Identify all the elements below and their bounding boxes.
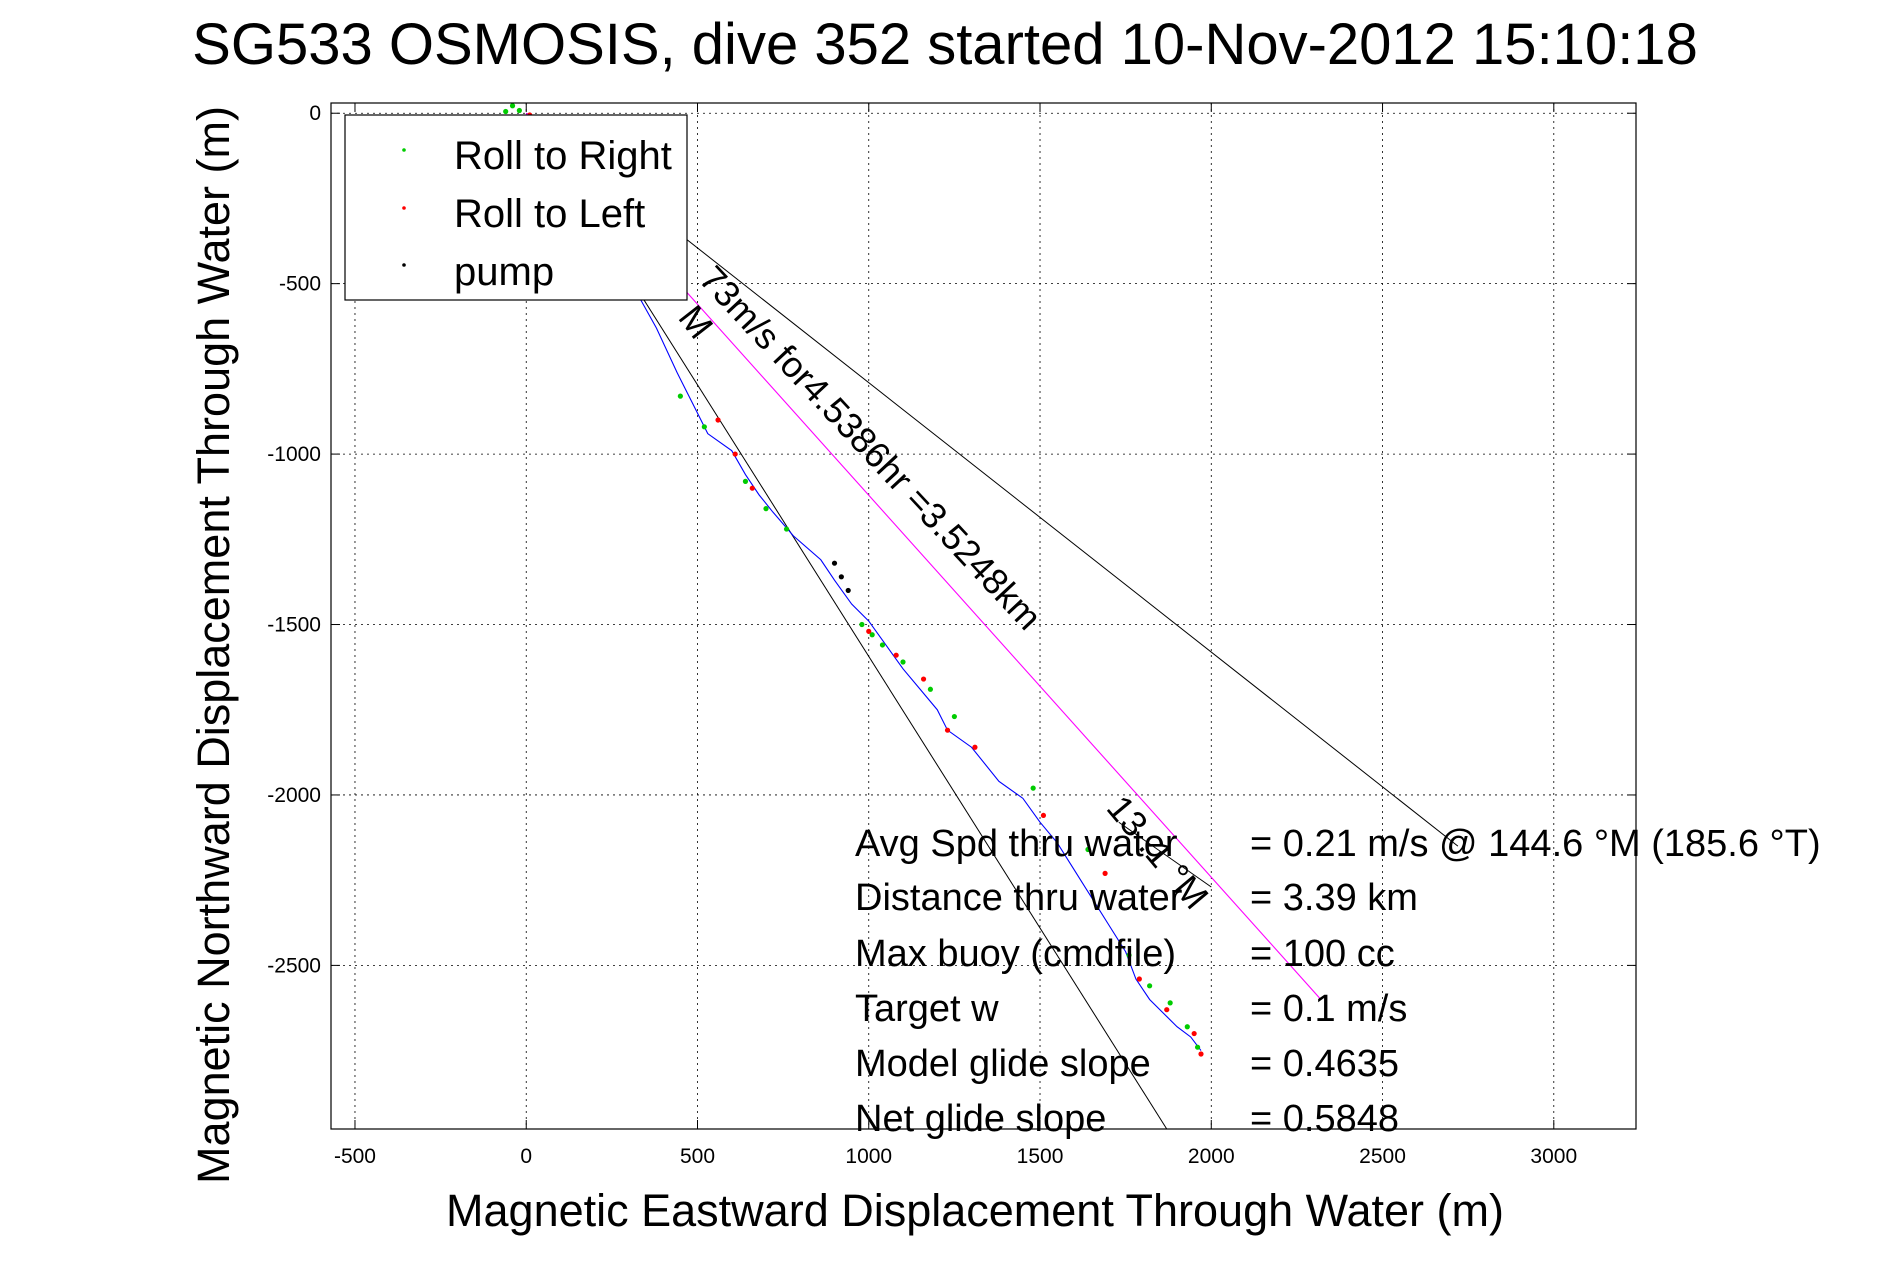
stat-label-distance: Distance thru water (855, 877, 1183, 919)
series-point-roll_left (920, 676, 927, 682)
series-point-roll_right (783, 526, 790, 532)
x-axis-ticks: -500 0 500 1000 1500 2000 2500 3000 (334, 103, 1577, 1168)
series-point-pump (845, 587, 851, 594)
dive-stats: Avg Spd thru water = 0.21 m/s @ 144.6 °M… (855, 823, 1821, 1140)
y-axis-label: Magnetic Northward Displacement Through … (188, 106, 239, 1184)
x-tick-label: 3000 (1530, 1145, 1577, 1168)
stat-label-model-glide: Model glide slope (855, 1043, 1151, 1085)
series-point-pump (838, 574, 844, 580)
x-tick-label: 1000 (845, 1145, 892, 1168)
series-point-roll_left (1136, 976, 1142, 982)
stat-label-avg-speed: Avg Spd thru water (855, 823, 1178, 865)
series-point-roll_right (503, 108, 509, 115)
x-tick-label: -500 (334, 1145, 376, 1168)
x-axis-label: Magnetic Eastward Displacement Through W… (446, 1185, 1504, 1236)
y-tick-label: 0 (309, 102, 321, 125)
legend-box (344, 114, 688, 301)
series-point-roll_right (1167, 1000, 1173, 1006)
series-point-roll_left (944, 727, 951, 733)
series-line-track (525, 112, 1202, 1051)
chart-title: SG533 OSMOSIS, dive 352 started 10-Nov-2… (192, 12, 1698, 77)
series-point-roll_right (1126, 952, 1132, 958)
series-point-roll_right (701, 424, 707, 430)
y-tick-label: -1500 (267, 614, 321, 637)
x-tick-label: 2500 (1359, 1145, 1406, 1168)
series-point-pump (831, 560, 838, 566)
series-point-roll_left (972, 744, 978, 750)
plot-frame (330, 102, 1637, 1130)
y-tick-label: -2500 (267, 954, 321, 977)
series-point-roll_right (927, 686, 934, 692)
series-point-roll_right (1184, 1024, 1190, 1030)
stat-value-target-w: = 0.1 m/s (1250, 988, 1407, 1030)
series-point-roll_right (1030, 785, 1036, 791)
stat-label-target-w: Target w (855, 988, 999, 1030)
series-point-roll_right (879, 642, 886, 648)
series-point-roll_left (1102, 870, 1108, 876)
x-tick-label: 2000 (1188, 1145, 1235, 1168)
legend-marker-roll-left (402, 206, 406, 210)
legend-marker-pump (402, 263, 406, 267)
series-point-roll_left (893, 652, 899, 658)
series-point-roll_right (1194, 1044, 1201, 1050)
series-point-roll_right (869, 632, 875, 638)
series-point-roll_right (859, 621, 865, 628)
series-point-roll_right (1085, 846, 1091, 853)
stat-value-avg-speed: = 0.21 m/s @ 144.6 °M (185.6 °T) (1250, 823, 1821, 865)
legend: Roll to Right Roll to Left pump (344, 114, 688, 301)
stat-value-model-glide: = 0.4635 (1250, 1043, 1399, 1085)
series-point-roll_right (677, 393, 683, 399)
series-point-roll_right (1147, 983, 1153, 989)
y-tick-label: -2000 (267, 784, 321, 807)
guide-line (1118, 821, 1212, 888)
legend-label-roll-right: Roll to Right (454, 134, 672, 178)
series-point-roll_right (951, 713, 957, 720)
y-tick-label: -500 (279, 273, 321, 296)
y-tick-label: -1000 (267, 443, 321, 466)
series-point-roll_right (516, 107, 522, 114)
series-point-roll_left (1164, 1007, 1170, 1013)
series-point-roll_left (866, 628, 872, 634)
stat-value-net-glide: = 0.5848 (1250, 1098, 1399, 1140)
x-tick-label: 1500 (1017, 1145, 1064, 1168)
series-point-roll_left (732, 451, 738, 457)
series-point-roll_right (742, 478, 749, 484)
stat-value-distance: = 3.39 km (1250, 877, 1418, 919)
legend-label-roll-left: Roll to Left (454, 192, 645, 236)
series-point-roll_left (749, 485, 755, 491)
x-tick-label: 500 (680, 1145, 715, 1168)
legend-marker-roll-right (402, 148, 406, 152)
series-point-roll_left (1198, 1051, 1204, 1057)
x-tick-label: 0 (520, 1145, 532, 1168)
stat-label-net-glide: Net glide slope (855, 1098, 1106, 1140)
legend-label-pump: pump (454, 250, 554, 294)
stat-label-max-buoy: Max buoy (cmdfile) (855, 933, 1176, 975)
series-point-roll_right (763, 506, 769, 512)
series-point-roll_left (715, 417, 721, 423)
series-point-roll_left (1040, 812, 1047, 819)
y-axis-ticks: 0 -500 -1000 -1500 -2000 -2500 (267, 102, 1636, 977)
series-point-roll_right (509, 103, 516, 109)
series-point-roll_left (1191, 1030, 1197, 1037)
series-point-roll_right (900, 659, 906, 665)
stat-value-max-buoy: = 100 cc (1250, 933, 1395, 975)
